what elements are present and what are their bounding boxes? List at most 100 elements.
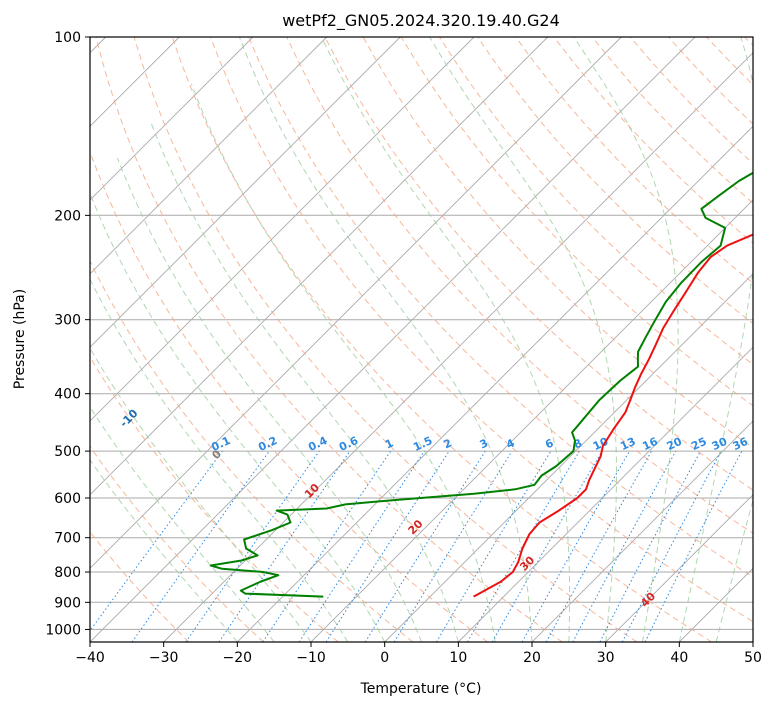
dry-adiabat-line bbox=[210, 37, 753, 623]
x-tick-label: 0 bbox=[380, 650, 389, 666]
mixing-ratio-line bbox=[90, 450, 223, 632]
mixing-ratio-line bbox=[298, 450, 425, 642]
isotherm-line bbox=[310, 199, 753, 642]
mixing-ratio-line bbox=[599, 450, 701, 642]
mixing-ratio-line bbox=[364, 450, 486, 642]
mixing-ratio-line bbox=[572, 450, 677, 642]
isotherm-line bbox=[384, 273, 753, 642]
x-tick-label: −30 bbox=[149, 650, 179, 666]
y-tick-label: 500 bbox=[54, 444, 81, 460]
plot-frame bbox=[89, 36, 754, 643]
isotherm-line bbox=[90, 37, 475, 422]
x-tick-label: 50 bbox=[744, 650, 762, 666]
y-tick-label: 800 bbox=[54, 565, 81, 581]
y-tick-label: 900 bbox=[54, 595, 81, 611]
isotherm-line bbox=[90, 37, 622, 569]
mixing-ratio-label: 20 bbox=[665, 435, 685, 453]
mixing-ratio-label: 30 bbox=[710, 435, 730, 453]
moist-adiabat-line bbox=[715, 498, 753, 642]
y-axis: 100 200 300 400 500 600 700 800 900 1000 bbox=[45, 30, 90, 638]
dry-adiabat-line bbox=[324, 37, 753, 491]
isotherm-line bbox=[163, 52, 753, 642]
x-tick-label: −20 bbox=[223, 650, 253, 666]
isotherm-line bbox=[457, 346, 753, 642]
y-tick-label: 100 bbox=[54, 30, 81, 46]
dry-adiabat-line bbox=[248, 37, 753, 578]
moist-adiabat-line bbox=[116, 157, 422, 642]
mixing-ratio-line bbox=[545, 450, 653, 642]
moist-adiabat-line bbox=[321, 37, 571, 642]
moist-adiabat-line bbox=[90, 347, 312, 642]
mixing-ratio-label: 4 bbox=[504, 436, 517, 451]
dry-adiabat-line bbox=[171, 37, 712, 642]
isotherm-line bbox=[90, 37, 549, 496]
dry-adiabat-label: 20 bbox=[406, 517, 426, 537]
mixing-ratio-label: 36 bbox=[731, 435, 751, 453]
dry-adiabat-line bbox=[133, 37, 638, 642]
x-tick-label: 40 bbox=[670, 650, 688, 666]
isotherm-line bbox=[236, 125, 753, 642]
moist-adiabat-lines bbox=[90, 37, 753, 642]
moist-adiabat-line bbox=[90, 277, 349, 642]
isotherm-line bbox=[678, 567, 753, 642]
mixing-ratio-line bbox=[131, 450, 270, 642]
temperature-trace bbox=[473, 233, 753, 598]
background-line-labels: 0.10.20.40.611.52346810131620253036-100-… bbox=[117, 407, 751, 610]
mixing-ratio-label: 25 bbox=[689, 435, 708, 453]
mixing-ratio-lines bbox=[90, 450, 743, 642]
x-tick-label: 10 bbox=[449, 650, 467, 666]
dry-adiabat-line bbox=[90, 445, 264, 642]
mixing-ratio-line bbox=[521, 450, 630, 642]
dry-adiabat-line bbox=[95, 37, 563, 642]
moist-adiabat-line bbox=[90, 406, 275, 642]
x-tick-label: −10 bbox=[296, 650, 326, 666]
mixing-ratio-label: 2 bbox=[442, 436, 454, 451]
y-tick-label: 200 bbox=[54, 208, 81, 224]
mixing-ratio-line bbox=[185, 450, 320, 642]
isotherm-line bbox=[90, 37, 254, 201]
mixing-ratio-label: 16 bbox=[640, 435, 660, 453]
mixing-ratio-line bbox=[218, 450, 351, 642]
mixing-ratio-line bbox=[325, 450, 450, 642]
x-tick-label: 30 bbox=[597, 650, 615, 666]
y-tick-label: 700 bbox=[54, 531, 81, 547]
moist-adiabat-line bbox=[573, 37, 679, 642]
mixing-ratio-line bbox=[393, 450, 513, 642]
mixing-ratio-line bbox=[435, 450, 552, 642]
isotherm-line bbox=[531, 420, 753, 642]
moist-adiabat-line bbox=[190, 83, 496, 642]
dry-adiabat-line bbox=[90, 259, 414, 642]
mixing-ratio-line bbox=[644, 450, 743, 642]
dry-adiabat-line bbox=[706, 37, 753, 86]
isotherm-line bbox=[752, 641, 753, 642]
dewpoint-trace bbox=[209, 171, 753, 598]
mixing-ratio-label: 10 bbox=[591, 435, 611, 453]
y-tick-label: 300 bbox=[54, 313, 81, 329]
dry-adiabat-line bbox=[553, 37, 753, 244]
x-axis-label: Temperature (°C) bbox=[360, 681, 482, 697]
y-tick-label: 1000 bbox=[45, 622, 81, 638]
x-tick-label: 20 bbox=[523, 650, 541, 666]
moist-adiabat-line bbox=[429, 37, 617, 642]
x-axis: −40 −30 −20 −10 0 10 20 30 40 50 bbox=[75, 642, 762, 666]
moist-adiabat-line bbox=[150, 123, 459, 642]
mixing-ratio-line bbox=[262, 450, 392, 642]
moist-adiabat-line bbox=[678, 37, 753, 642]
dry-adiabat-label: -10 bbox=[117, 407, 140, 430]
y-tick-label: 600 bbox=[54, 491, 81, 507]
mixing-ratio-label: 13 bbox=[618, 435, 637, 453]
plot-area: 0.10.20.40.611.52346810131620253036-100-… bbox=[90, 37, 753, 642]
y-axis-label: Pressure (hPa) bbox=[12, 289, 28, 389]
dry-adiabat-line bbox=[744, 37, 753, 47]
chart-title: wetPf2_GN05.2024.320.19.40.G24 bbox=[282, 11, 560, 31]
dry-adiabat-line bbox=[515, 37, 753, 284]
dry-adiabat-line bbox=[90, 356, 339, 642]
dry-adiabat-line bbox=[90, 531, 190, 642]
isotherm-line bbox=[605, 494, 753, 642]
dry-adiabat-line bbox=[668, 37, 753, 125]
moist-adiabat-line bbox=[238, 37, 533, 642]
dry-adiabat-line bbox=[286, 37, 753, 534]
dry-adiabat-lines bbox=[90, 37, 753, 642]
mixing-ratio-label: 6 bbox=[543, 436, 556, 451]
